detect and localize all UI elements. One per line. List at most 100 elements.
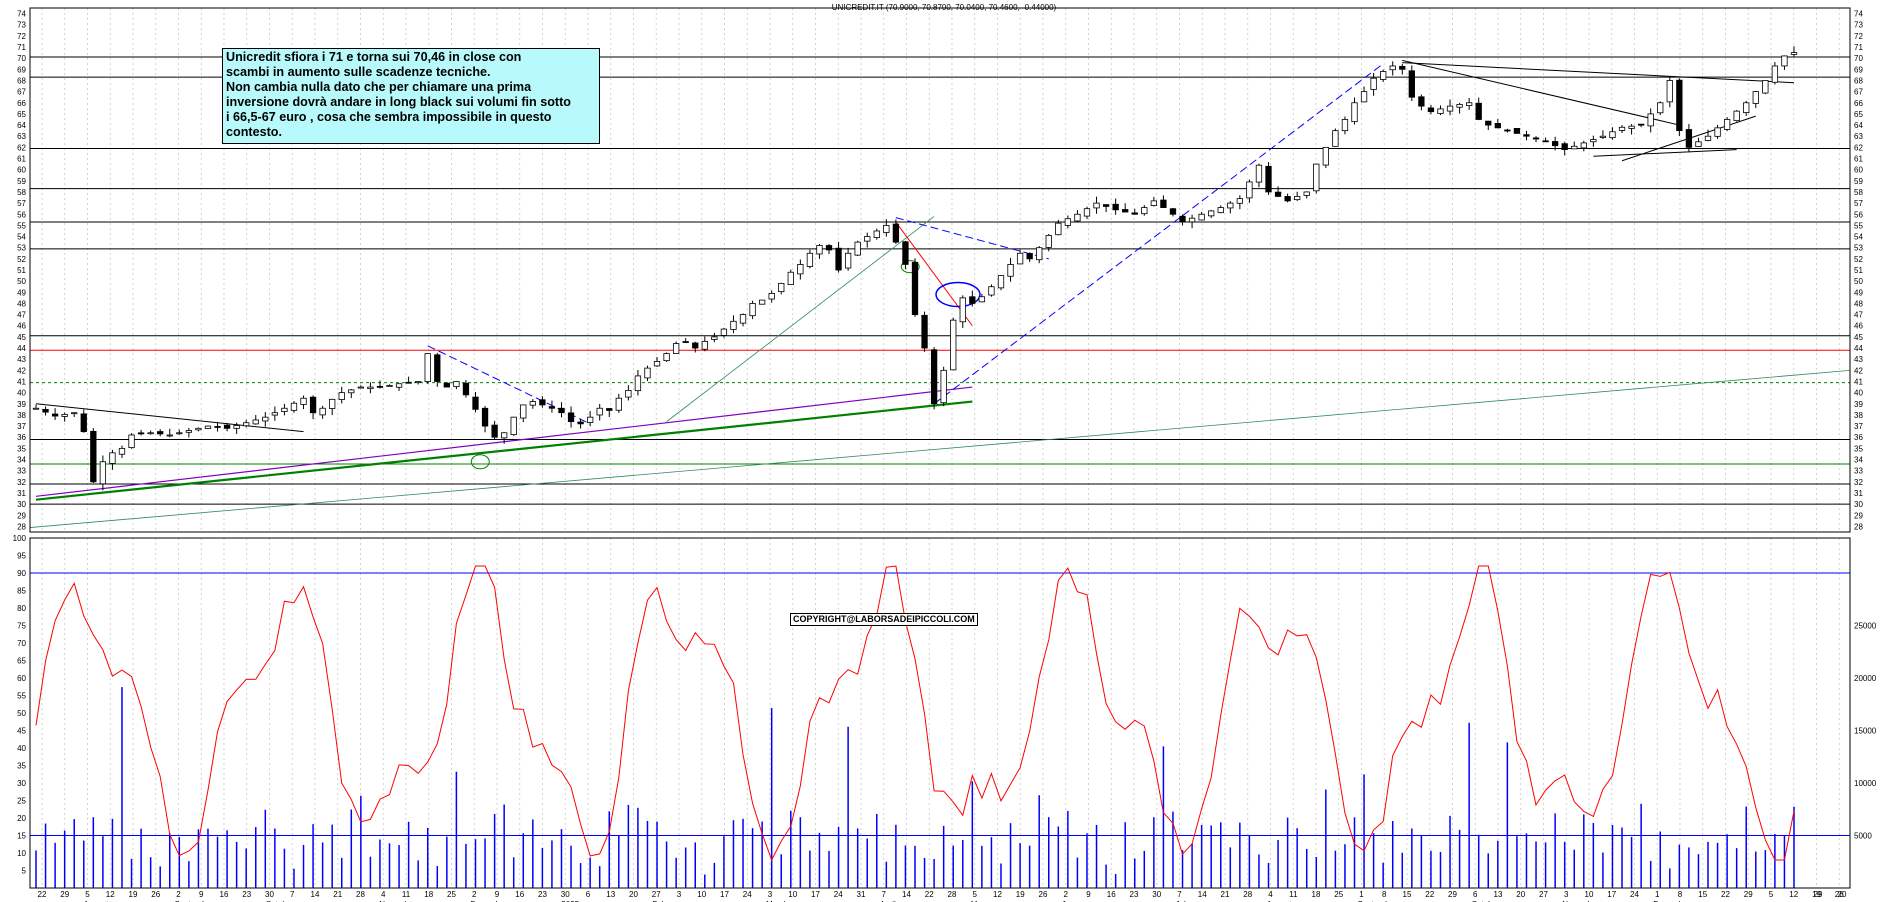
x-day-label: 13	[606, 890, 615, 899]
price-tick-right: 49	[1854, 288, 1863, 297]
price-tick-left: 38	[17, 411, 26, 420]
osc-tick-left: 15	[17, 832, 26, 841]
candle-body	[51, 413, 59, 417]
x-day-label: 9	[199, 890, 204, 899]
candle-body	[1618, 126, 1626, 131]
candle-body	[1026, 253, 1033, 260]
candle-body	[1418, 96, 1425, 107]
price-tick-left: 68	[17, 76, 26, 85]
note-line: Non cambia nulla dato che per chiamare u…	[226, 80, 532, 94]
oscillator-path	[35, 565, 1795, 862]
price-tick-left: 51	[17, 266, 26, 275]
price-tick-right: 64	[1854, 121, 1863, 130]
candle-body	[1122, 209, 1129, 213]
candle-body	[1532, 137, 1540, 140]
candle-body	[223, 424, 231, 429]
candle-body	[443, 382, 450, 388]
candle-body	[711, 336, 718, 340]
x-day-label: 6	[1473, 890, 1478, 899]
candle-body	[587, 416, 594, 423]
volume-tick-right: 25000	[1854, 622, 1877, 631]
x-day-label: 14	[1198, 890, 1207, 899]
x-month-label: December	[470, 900, 507, 902]
candle-body	[1141, 207, 1148, 215]
candle-body	[959, 297, 966, 323]
x-day-label: 13	[1494, 890, 1503, 899]
x-month-label: September	[175, 900, 214, 902]
candle-body	[1294, 196, 1301, 201]
candle-body	[1227, 202, 1234, 209]
price-tick-left: 55	[17, 221, 26, 230]
price-tick-left: 62	[17, 143, 26, 152]
candle-body	[434, 354, 441, 382]
candle-body	[844, 252, 852, 269]
price-tick-right: 38	[1854, 411, 1863, 420]
osc-tick-left: 20	[17, 814, 26, 823]
candle-body	[1609, 131, 1616, 139]
copyright-label: COPYRIGHT@LABORSADEIPICCOLI.COM	[790, 613, 978, 626]
osc-tick-left: 25	[17, 797, 26, 806]
price-tick-left: 69	[17, 65, 26, 74]
x-day-label: 24	[743, 890, 752, 899]
candle-body	[902, 241, 909, 265]
x-day-label: 9	[495, 890, 500, 899]
price-tick-right: 37	[1854, 422, 1863, 431]
candle-body	[692, 342, 699, 349]
candle-body	[90, 430, 97, 483]
volume-tick-right: 20000	[1854, 674, 1877, 683]
candle-body	[1790, 52, 1798, 55]
x-day-label: 10	[788, 890, 797, 899]
x-day-label: 11	[402, 890, 411, 899]
candle-body	[137, 432, 145, 435]
candle-body	[348, 389, 355, 394]
candle-body	[1733, 110, 1740, 122]
price-tick-left: 35	[17, 444, 26, 453]
x-day-label: 11	[1289, 890, 1298, 899]
x-day-label: 21	[1221, 890, 1230, 899]
price-tick-right: 60	[1854, 166, 1863, 175]
candle-body	[950, 319, 957, 371]
candle-body	[61, 413, 68, 417]
candle-body	[720, 328, 728, 336]
x-day-label: 19	[1812, 890, 1821, 899]
trend-line	[35, 400, 973, 501]
x-day-label: 28	[356, 890, 365, 899]
candle-body	[816, 245, 823, 255]
candle-body	[644, 367, 651, 379]
candle-body	[281, 407, 288, 413]
candle-body	[1274, 191, 1282, 197]
candle-body	[1322, 146, 1329, 166]
candle-body	[1045, 235, 1052, 248]
candle-body	[1389, 65, 1396, 71]
price-tick-left: 40	[17, 389, 26, 398]
price-tick-left: 59	[17, 177, 26, 186]
candle-body	[42, 408, 49, 413]
oscillator-line	[30, 565, 1850, 862]
price-tick-left: 43	[17, 355, 26, 364]
x-day-label: 23	[1130, 890, 1139, 899]
x-day-label: 9	[1086, 890, 1091, 899]
candle-body	[195, 427, 202, 431]
candle-body	[997, 275, 1005, 289]
candle-body	[1064, 218, 1072, 226]
x-day-label: 22	[925, 890, 934, 899]
volume-tick-right: 15000	[1854, 727, 1877, 736]
candle-body	[290, 402, 298, 411]
candle-body	[921, 314, 928, 349]
price-tick-left: 67	[17, 88, 26, 97]
x-day-label: 5	[973, 890, 978, 899]
candle-body	[634, 375, 642, 392]
price-tick-right: 41	[1854, 377, 1863, 386]
osc-tick-left: 50	[17, 709, 26, 718]
price-tick-right: 43	[1854, 355, 1863, 364]
x-day-label: 16	[515, 890, 524, 899]
osc-tick-left: 80	[17, 604, 26, 613]
analysis-note: Unicredit sfiora i 71 e torna sui 70,46 …	[222, 48, 600, 144]
price-tick-right: 58	[1854, 188, 1863, 197]
candle-body	[1217, 207, 1224, 214]
price-tick-left: 53	[17, 244, 26, 253]
candle-body	[1485, 120, 1492, 126]
candle-body	[1637, 123, 1645, 126]
price-tick-right: 39	[1854, 400, 1863, 409]
candle-body	[1169, 208, 1177, 215]
